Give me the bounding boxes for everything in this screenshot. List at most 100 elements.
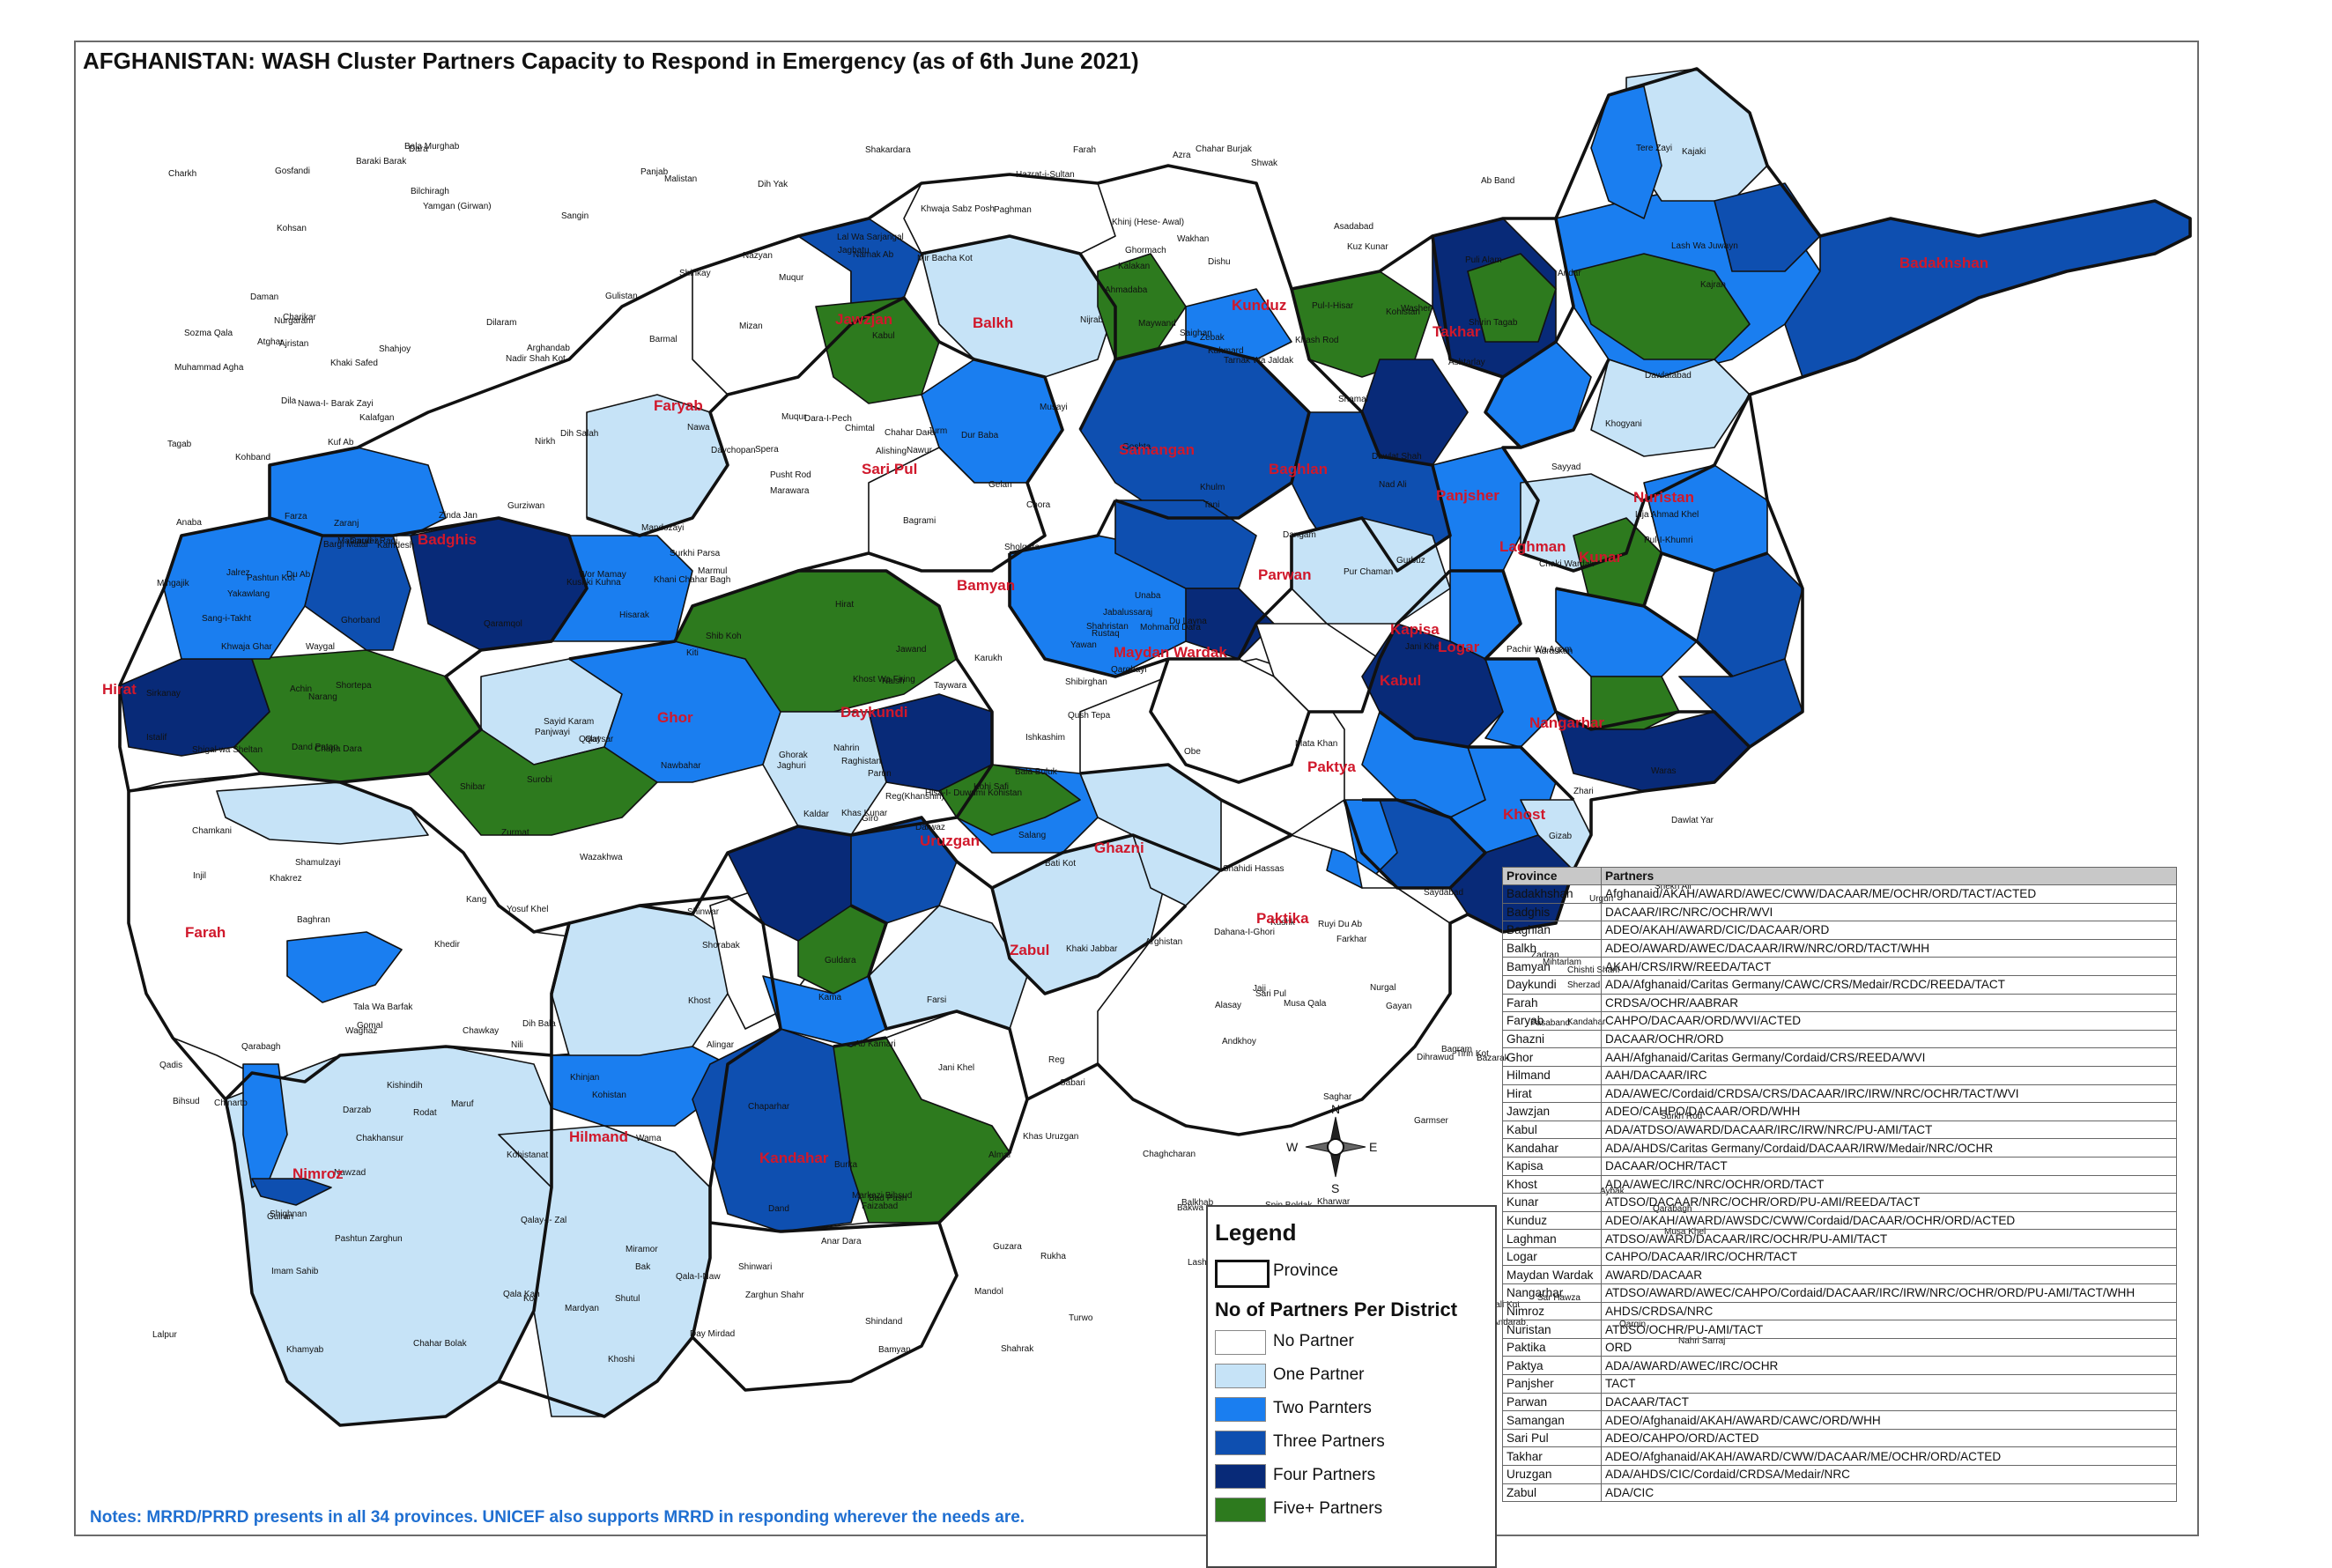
district-label: Kiti xyxy=(686,648,699,658)
table-row: Kunduz ADEO/AKAH/AWARD/AWSDC/CWW/Cordaid/… xyxy=(1502,1210,2177,1231)
district-label: Hazrat-i-Sultan xyxy=(1016,170,1075,180)
district-label: Jaji xyxy=(1253,984,1266,994)
compass-e: E xyxy=(1369,1140,1377,1154)
province-label: Ghor xyxy=(657,709,693,726)
district-label: Gosfandi xyxy=(275,166,310,176)
district-label: Tere Zayi xyxy=(1636,144,1672,153)
table-row: Ghor AAH/Afghanaid/Caritas Germany/Cordai… xyxy=(1502,1047,2177,1067)
district-label: Saighan xyxy=(1180,329,1212,338)
district-label: Anaba xyxy=(176,518,202,528)
district-label: Kohistan xyxy=(592,1091,626,1100)
compass-center xyxy=(1327,1138,1344,1156)
district-area-kandahar-white xyxy=(692,1222,958,1391)
district-label: Bak xyxy=(635,1262,651,1272)
table-cell-partners: ADEO/AWARD/AWEC/DACAAR/IRW/NRC/ORD/TACT/… xyxy=(1601,938,2177,958)
district-label: Dila xyxy=(281,396,297,406)
district-label: Turwo xyxy=(1069,1313,1093,1323)
district-label: Chawkay xyxy=(463,1026,499,1036)
district-label: Andkhoy xyxy=(1222,1037,1256,1047)
province-label: Bamyan xyxy=(957,577,1015,594)
district-label: Waghaz xyxy=(345,1026,377,1036)
table-row: Badghis DACAAR/IRC/NRC/OCHR/WVI xyxy=(1502,902,2177,922)
legend-item-label: Four Partners xyxy=(1273,1466,1376,1484)
table-row: Maydan Wardak AWARD/DACAAR xyxy=(1502,1265,2177,1285)
district-label: Yamgan (Girwan) xyxy=(423,202,492,211)
district-label: Ruyi Du Ab xyxy=(1318,920,1362,929)
district-area-farah-two xyxy=(286,931,403,1003)
table-cell-province: Kandahar xyxy=(1502,1138,1602,1158)
page-title: AFGHANISTAN: WASH Cluster Partners Capac… xyxy=(83,48,1139,74)
district-label: Saghar xyxy=(1323,1092,1352,1102)
table-row: Bamyan AKAH/CRS/IRW/REEDA/TACT xyxy=(1502,957,2177,976)
district-label: Chahar Burjak xyxy=(1196,144,1253,154)
table-row: Kandahar ADA/AHDS/Caritas Germany/Cordaid… xyxy=(1502,1138,2177,1158)
district-label: Barmal xyxy=(649,335,677,344)
province-label: Parwan xyxy=(1258,566,1311,583)
district-label: Jabalussaraj xyxy=(1103,608,1152,618)
legend-item-label: One Partner xyxy=(1273,1365,1365,1384)
district-label: Wor Mamay xyxy=(579,570,626,580)
district-label: Baghran xyxy=(297,915,330,925)
table-cell-partners: ADEO/AKAH/AWARD/AWSDC/CWW/Cordaid/DACAAR… xyxy=(1601,1210,2177,1231)
district-label: Kot xyxy=(523,1294,537,1304)
district-label: Chamkani xyxy=(192,826,232,836)
district-area-nimroz-three xyxy=(251,1178,332,1206)
district-label: Gelan xyxy=(988,480,1012,490)
province-label: Hirat xyxy=(102,681,137,698)
map-frame: AFGHANISTAN: WASH Cluster Partners Capac… xyxy=(74,41,2199,1568)
district-label: Ashtarlay xyxy=(1448,358,1485,367)
district-label: Shamulzayi xyxy=(295,858,341,868)
table-cell-partners: DACAAR/TACT xyxy=(1601,1392,2177,1412)
legend-swatch xyxy=(1215,1431,1266,1455)
district-label: Khoshi xyxy=(608,1355,635,1365)
table-row: Paktika ORD xyxy=(1502,1337,2177,1357)
district-label: Dara xyxy=(409,144,428,154)
district-label: Ab Band xyxy=(1481,176,1514,186)
legend-item: Three Partners xyxy=(1215,1431,1488,1455)
table-row: Khost ADA/AWEC/IRC/NRC/OCHR/ORD/TACT xyxy=(1502,1174,2177,1194)
table-cell-province: Badghis xyxy=(1502,902,1602,922)
district-label: Malistan xyxy=(664,174,697,184)
district-label: Qaysar xyxy=(585,735,614,744)
district-label: Marawara xyxy=(770,486,810,496)
compass-s: S xyxy=(1331,1181,1339,1195)
table-cell-partners: ADA/CIC xyxy=(1601,1483,2177,1503)
district-label: Kama xyxy=(818,993,842,1002)
district-label: Hisarak xyxy=(619,610,650,620)
table-cell-province: Badakhshan xyxy=(1502,884,1602,904)
district-label: Nawbahar xyxy=(661,761,701,771)
district-area-kandahar-three xyxy=(692,1028,870,1232)
district-label: Gulistan xyxy=(605,292,638,301)
table-cell-province: Paktya xyxy=(1502,1356,1602,1376)
district-area-parwan-light xyxy=(1291,517,1451,625)
legend-swatch xyxy=(1215,1364,1266,1388)
district-label: Kushk xyxy=(1270,918,1296,928)
province-label: Daykundi xyxy=(840,704,908,721)
district-label: Bad Pash xyxy=(869,1194,907,1203)
district-label: Shahristan xyxy=(1086,622,1129,632)
district-area-takhar-five xyxy=(1467,253,1557,343)
province-label: Badghis xyxy=(418,531,477,548)
province-label: Hilmand xyxy=(569,1128,628,1145)
province-label: Takhar xyxy=(1433,323,1481,340)
district-label: Kamdesh xyxy=(377,541,414,551)
district-label: Shutul xyxy=(615,1294,640,1304)
table-row: Panjsher TACT xyxy=(1502,1374,2177,1394)
district-label: Jani Khel xyxy=(938,1063,974,1073)
district-label: Khani Chahar Bagh xyxy=(654,575,730,585)
district-label: Pashtun Zarghun xyxy=(335,1234,403,1244)
district-label: Mata Khan xyxy=(1295,739,1337,749)
district-label: Nazyan xyxy=(743,251,773,261)
table-cell-partners: ADA/AWEC/Cordaid/CRDSA/CRS/DACAAR/IRC/IR… xyxy=(1601,1084,2177,1104)
district-label: Pur Chaman xyxy=(1344,567,1393,577)
district-label: Dawlatabad xyxy=(1645,371,1692,381)
district-label: Alasay xyxy=(1215,1001,1241,1010)
district-label: Sari Pul xyxy=(1255,989,1286,999)
district-label: Qush Tepa xyxy=(1068,711,1111,721)
district-label: Bagrami xyxy=(903,516,936,526)
district-label: Daman xyxy=(250,292,278,302)
province-label: Kapisa xyxy=(1390,621,1440,638)
district-label: Khinj (Hese- Awal) xyxy=(1112,218,1184,227)
district-label: Kishindih xyxy=(387,1081,423,1091)
province-label: Zabul xyxy=(1010,942,1049,958)
